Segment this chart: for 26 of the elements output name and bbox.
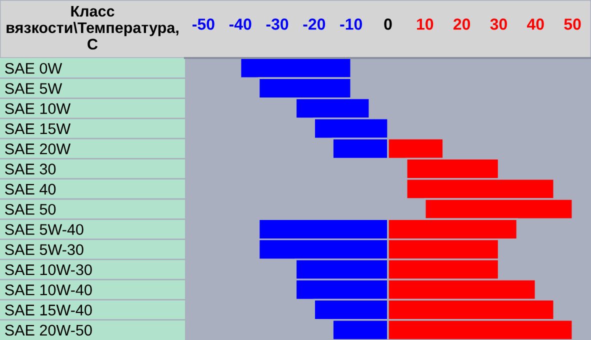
x-tick-label: 30 — [490, 18, 507, 30]
y-tick-label: SAE 50 — [5, 204, 56, 215]
x-tick-label: -50 — [192, 18, 214, 30]
y-tick-label: SAE 20W — [5, 144, 71, 154]
x-tick-label: -40 — [229, 18, 252, 30]
y-tick-label: SAE 40 — [5, 184, 56, 195]
x-tick-label: 40 — [526, 18, 544, 30]
y-tick-label: SAE 10W-40 — [5, 284, 92, 296]
x-tick-label: 50 — [564, 18, 581, 30]
x-tick-label: 20 — [453, 18, 470, 30]
y-tick-label: SAE 10W — [5, 103, 71, 114]
y-tick-label: SAE 15W — [5, 123, 71, 134]
y-tick-label: SAE 0W — [5, 62, 62, 74]
y-tick-label: SAE 5W-40 — [5, 224, 84, 235]
x-tick-label: -20 — [303, 18, 326, 30]
x-tick-label: 0 — [384, 18, 392, 30]
x-tick-label: -10 — [340, 18, 362, 30]
y-tick-label: SAE 30 — [5, 164, 56, 174]
x-tick-label: -30 — [266, 18, 288, 30]
y-tick-label: SAE 15W-40 — [5, 304, 92, 316]
y-tick-label: SAE 10W-30 — [5, 264, 92, 276]
y-tick-label: SAE 5W — [5, 83, 62, 94]
x-tick-label: 10 — [417, 18, 434, 30]
y-tick-label: SAE 20W-50 — [5, 324, 92, 336]
y-axis-title: Класс вязкости\Температура, С — [6, 6, 178, 50]
y-tick-label: SAE 5W-30 — [5, 244, 84, 256]
